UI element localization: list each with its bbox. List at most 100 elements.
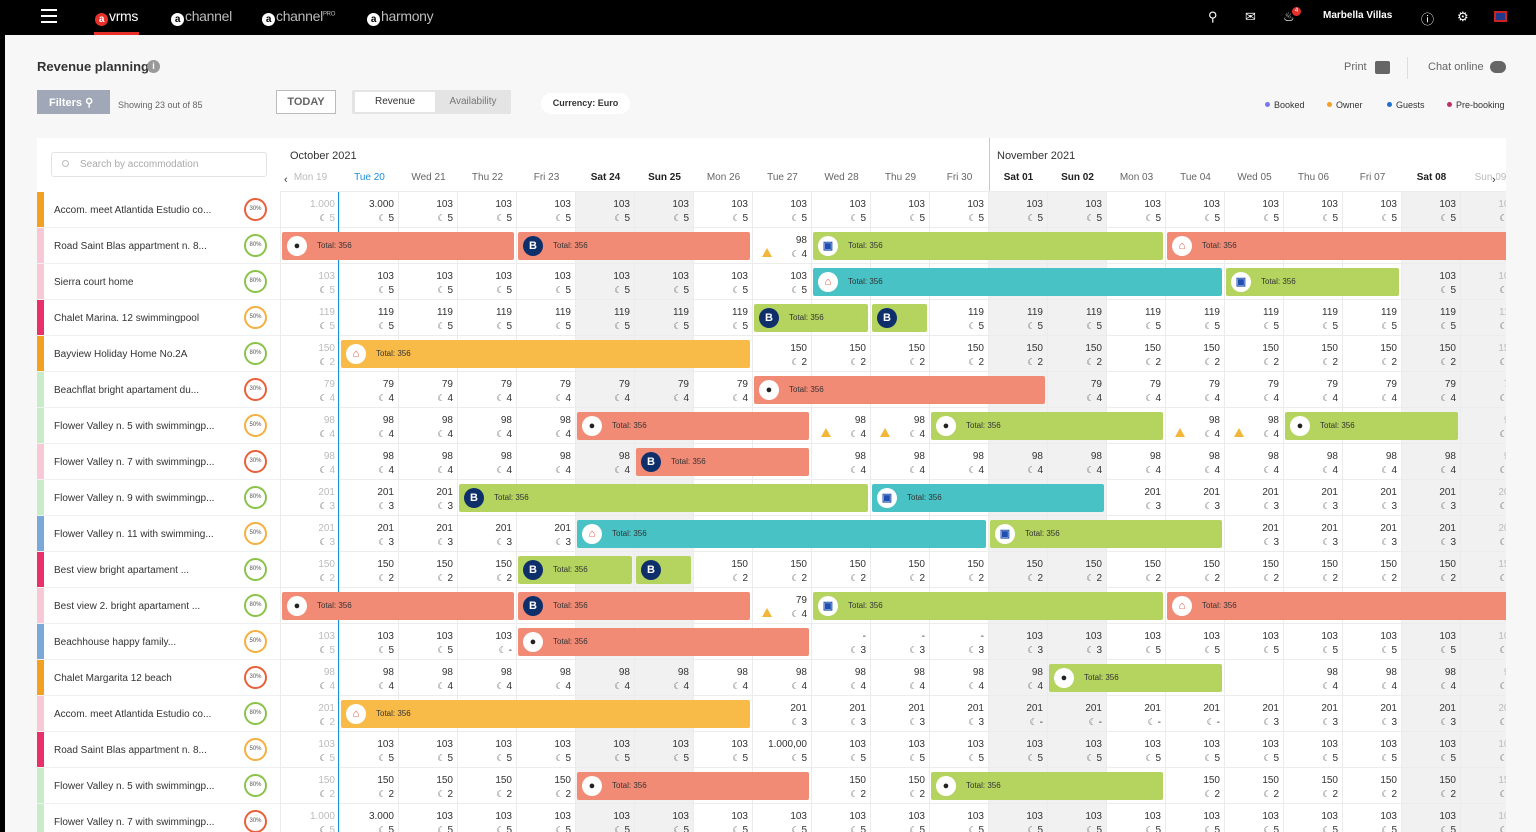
- rate-cell[interactable]: 201☾3: [281, 516, 340, 552]
- rate-cell[interactable]: 98☾4: [517, 444, 576, 480]
- rate-cell[interactable]: 3.000 ☾ 5: [340, 192, 399, 228]
- rate-cell[interactable]: 103☾5: [1461, 624, 1506, 660]
- booking-bar[interactable]: ⌂ Total: 356: [1167, 592, 1506, 620]
- rate-cell[interactable]: 98☾4: [1225, 444, 1284, 480]
- rate-cell[interactable]: 150☾2: [1461, 552, 1506, 588]
- printer-icon[interactable]: [1375, 61, 1390, 74]
- rate-cell[interactable]: 103 ☾ -: [458, 624, 517, 660]
- rate-cell[interactable]: 103☾5: [1107, 624, 1166, 660]
- rate-cell[interactable]: 98☾4: [1343, 444, 1402, 480]
- rate-cell[interactable]: 79☾4: [399, 372, 458, 408]
- accommodation-name[interactable]: Chalet Margarita 12 beach: [54, 673, 172, 684]
- rate-cell[interactable]: 98☾4: [989, 444, 1048, 480]
- rate-cell[interactable]: 103☾5: [576, 264, 635, 300]
- rate-cell[interactable]: 119☾5: [281, 300, 340, 336]
- rate-cell[interactable]: 201☾3: [1461, 696, 1506, 732]
- rate-cell[interactable]: 98☾4: [1402, 444, 1461, 480]
- rate-cell[interactable]: 103☾5: [1107, 804, 1166, 832]
- rate-cell[interactable]: 150☾2: [812, 552, 871, 588]
- rate-cell[interactable]: 150☾2: [517, 768, 576, 804]
- rate-cell[interactable]: 201☾3: [753, 696, 812, 732]
- booking-bar[interactable]: ▣ Total: 356: [872, 484, 1104, 512]
- rate-cell[interactable]: 103☾5: [1402, 624, 1461, 660]
- rate-cell[interactable]: 98☾4: [1343, 660, 1402, 696]
- rate-cell[interactable]: 201☾3: [1343, 480, 1402, 516]
- booking-bar[interactable]: ● Total: 356: [754, 376, 1045, 404]
- rate-cell[interactable]: 79☾4: [1166, 372, 1225, 408]
- rate-cell[interactable]: 98☾4: [458, 660, 517, 696]
- day-header[interactable]: Sun 25: [648, 172, 681, 183]
- rate-cell[interactable]: 103 ☾ 3: [989, 624, 1048, 660]
- accommodation-row[interactable]: Best view 2. bright apartament ... 80%: [37, 588, 280, 624]
- rate-cell[interactable]: 103☾5: [281, 732, 340, 768]
- day-header[interactable]: Tue 04: [1180, 172, 1211, 183]
- rate-cell[interactable]: 98☾4: [871, 408, 930, 444]
- booking-bar[interactable]: ● Total: 356: [577, 412, 809, 440]
- rate-cell[interactable]: 103☾5: [930, 732, 989, 768]
- rate-cell[interactable]: 103☾5: [753, 264, 812, 300]
- rate-cell[interactable]: 150☾2: [812, 768, 871, 804]
- accommodation-name[interactable]: Beachflat bright apartament du...: [54, 385, 200, 396]
- accommodation-row[interactable]: Flower Valley n. 7 with swimmingp... 30%: [37, 444, 280, 480]
- rate-cell[interactable]: 103☾5: [576, 804, 635, 832]
- accommodation-name[interactable]: Best view 2. bright apartament ...: [54, 601, 201, 612]
- rate-cell[interactable]: 201☾3: [1343, 516, 1402, 552]
- rate-cell[interactable]: 201☾3: [517, 516, 576, 552]
- rate-cell[interactable]: 150☾2: [871, 552, 930, 588]
- rate-cell[interactable]: 98☾4: [1166, 408, 1225, 444]
- rate-cell[interactable]: 98☾4: [1225, 408, 1284, 444]
- accommodation-row[interactable]: Flower Valley n. 5 with swimmingp... 50%: [37, 408, 280, 444]
- rate-cell[interactable]: 119☾5: [1225, 300, 1284, 336]
- day-header[interactable]: Sat 01: [1003, 172, 1034, 183]
- currency-selector[interactable]: Currency: Euro: [541, 93, 630, 114]
- gear-icon[interactable]: ⚙: [1457, 9, 1469, 24]
- booking-bar[interactable]: B Total: 356: [636, 448, 809, 476]
- rate-cell[interactable]: 201☾3: [1461, 480, 1506, 516]
- rate-cell[interactable]: 103☾5: [635, 264, 694, 300]
- rate-cell[interactable]: 103☾5: [1048, 804, 1107, 832]
- rate-cell[interactable]: 103☾5: [1166, 732, 1225, 768]
- accommodation-name[interactable]: Flower Valley n. 9 with swimmingp...: [54, 493, 215, 504]
- product-achannel[interactable]: a channel: [171, 8, 232, 26]
- rate-cell[interactable]: 103☾5: [871, 732, 930, 768]
- rate-cell[interactable]: 103☾5: [1048, 192, 1107, 228]
- mail-icon[interactable]: ✉: [1245, 9, 1256, 24]
- rate-cell[interactable]: 201☾3: [399, 516, 458, 552]
- rate-cell[interactable]: 98☾4: [1461, 660, 1506, 696]
- product-achannel-pro[interactable]: a channelPRO: [262, 8, 335, 26]
- rate-cell[interactable]: 79☾4: [753, 588, 812, 624]
- rate-cell[interactable]: 103☾5: [1107, 192, 1166, 228]
- accommodation-name[interactable]: Flower Valley n. 11 with swimming...: [54, 529, 214, 540]
- rate-cell[interactable]: 98☾4: [989, 660, 1048, 696]
- rate-cell[interactable]: 103☾5: [399, 732, 458, 768]
- rate-cell[interactable]: 103☾5: [281, 264, 340, 300]
- rate-cell[interactable]: 119☾5: [340, 300, 399, 336]
- accommodation-name[interactable]: Flower Valley n. 5 with swimmingp...: [54, 421, 215, 432]
- rate-cell[interactable]: 201 ☾ -: [1107, 696, 1166, 732]
- rate-cell[interactable]: 103☾5: [458, 264, 517, 300]
- rate-cell[interactable]: 150☾2: [1048, 336, 1107, 372]
- rate-cell[interactable]: - ☾ 3: [871, 624, 930, 660]
- rate-cell[interactable]: 119☾5: [694, 300, 753, 336]
- rate-cell[interactable]: 150☾2: [458, 768, 517, 804]
- prev-arrow[interactable]: ‹: [284, 174, 288, 186]
- rate-cell[interactable]: 119☾5: [930, 300, 989, 336]
- day-header[interactable]: Fri 30: [946, 172, 973, 183]
- rate-cell[interactable]: 103☾5: [1225, 732, 1284, 768]
- booking-bar[interactable]: B Total: 356: [518, 592, 750, 620]
- rate-cell[interactable]: 98☾4: [340, 660, 399, 696]
- rate-cell[interactable]: 103☾5: [1284, 624, 1343, 660]
- rate-cell[interactable]: 79☾4: [1225, 372, 1284, 408]
- rate-cell[interactable]: 150☾2: [1343, 768, 1402, 804]
- rate-cell[interactable]: 98☾4: [281, 408, 340, 444]
- rate-cell[interactable]: 103☾5: [576, 192, 635, 228]
- rate-cell[interactable]: 150☾2: [1284, 552, 1343, 588]
- rate-cell[interactable]: 103☾5: [1343, 804, 1402, 832]
- accommodation-row[interactable]: Bayview Holiday Home No.2A 80%: [37, 336, 280, 372]
- rate-cell[interactable]: 150☾2: [871, 768, 930, 804]
- rate-cell[interactable]: 79☾4: [1402, 372, 1461, 408]
- rate-cell[interactable]: 103☾5: [635, 192, 694, 228]
- rate-cell[interactable]: - ☾ 3: [930, 624, 989, 660]
- rate-cell[interactable]: 201☾3: [1402, 516, 1461, 552]
- booking-bar[interactable]: ⌂ Total: 356: [341, 700, 750, 728]
